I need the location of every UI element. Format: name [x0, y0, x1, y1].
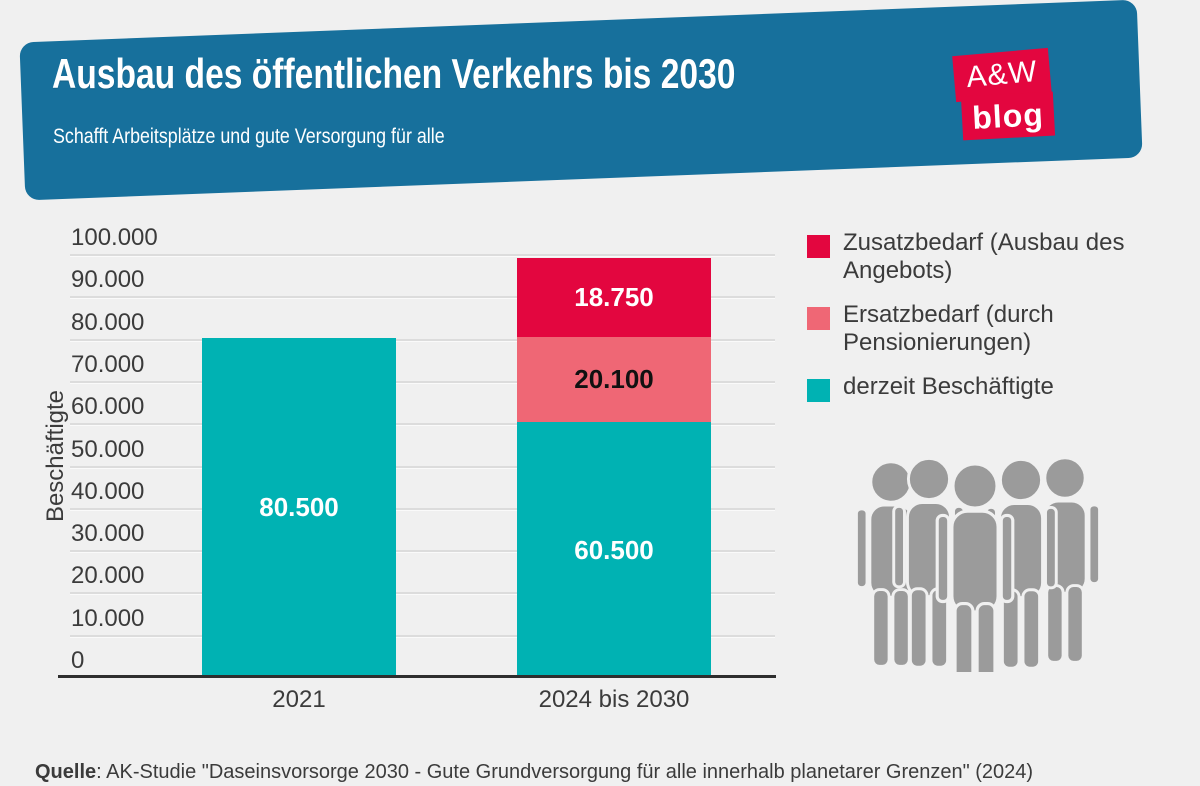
y-tick-label: 100.000: [71, 224, 158, 251]
x-tick-label: 2021: [272, 686, 326, 713]
bar-value-label: 18.750: [574, 281, 654, 312]
y-tick-label: 50.000: [71, 435, 145, 463]
y-tick-label: 30.000: [71, 520, 145, 548]
legend-swatch-pink-icon: [807, 307, 830, 330]
gridline: [70, 592, 775, 595]
bar-segment: 80.500: [202, 337, 396, 678]
y-tick-label: 80.000: [71, 308, 145, 336]
y-tick-label: 70.000: [71, 350, 145, 378]
y-tick-label: 60.000: [71, 393, 145, 421]
gridline: [70, 634, 775, 637]
source-text: : AK-Studie "Daseinsvorsorge 2030 - Gute…: [96, 761, 1034, 783]
legend-item-zusatzbedarf: Zusatzbedarf (Ausbau des Angebots): [807, 229, 1147, 285]
bar-segment: 18.750: [517, 257, 711, 338]
bar-value-label: 20.100: [574, 364, 654, 395]
gridline: [70, 423, 775, 426]
x-axis-line: [58, 675, 776, 678]
bar-segment: 60.500: [517, 422, 711, 678]
gridline: [70, 550, 775, 553]
legend-item-ersatzbedarf: Ersatzbedarf (durch Pensionierungen): [807, 301, 1147, 357]
bar-segment: 20.100: [517, 337, 711, 423]
y-tick-label: 40.000: [71, 477, 145, 505]
source-prefix: Quelle: [35, 761, 97, 783]
gridline: [70, 296, 775, 299]
page-subtitle: Schafft Arbeitsplätze und gute Versorgun…: [53, 125, 445, 148]
gridline: [70, 254, 775, 256]
legend-label: Zusatzbedarf (Ausbau des Angebots): [843, 229, 1125, 284]
legend-label: derzeit Beschäftigte: [843, 373, 1054, 400]
source-line: Quelle: AK-Studie "Daseinsvorsorge 2030 …: [35, 761, 1033, 784]
people-group-icon: [853, 450, 1103, 672]
bar-2021: 80.500: [202, 255, 396, 678]
y-tick-label: 20.000: [71, 562, 145, 590]
y-tick-label: 10.000: [71, 604, 145, 632]
chart-legend: Zusatzbedarf (Ausbau des Angebots) Ersat…: [807, 229, 1147, 418]
y-tick-label: 0: [71, 647, 85, 674]
plot-area: 80.500 60.500 20.100 18.750: [70, 254, 775, 678]
page-title: Ausbau des öffentlichen Verkehrs bis 203…: [52, 50, 736, 97]
bar-value-label: 80.500: [259, 492, 339, 523]
legend-item-derzeit-beschaeftigte: derzeit Beschäftigte: [807, 373, 1147, 402]
bar-2024-bis-2030: 60.500 20.100 18.750: [517, 255, 711, 678]
legend-swatch-teal-icon: [807, 379, 830, 402]
gridline: [70, 338, 775, 341]
x-tick-label: 2024 bis 2030: [538, 686, 690, 713]
bar-value-label: 60.500: [574, 534, 654, 565]
gridline: [70, 465, 775, 468]
legend-swatch-red-icon: [807, 235, 830, 258]
logo-blog-box: blog: [960, 91, 1056, 141]
gridline: [70, 507, 775, 510]
aw-blog-logo: A&W blog: [948, 47, 1108, 148]
legend-label: Ersatzbedarf (durch Pensionierungen): [843, 301, 1054, 356]
y-tick-label: 90.000: [71, 266, 145, 294]
y-axis-label: Beschäftigte: [42, 389, 69, 523]
gridline: [70, 380, 775, 383]
